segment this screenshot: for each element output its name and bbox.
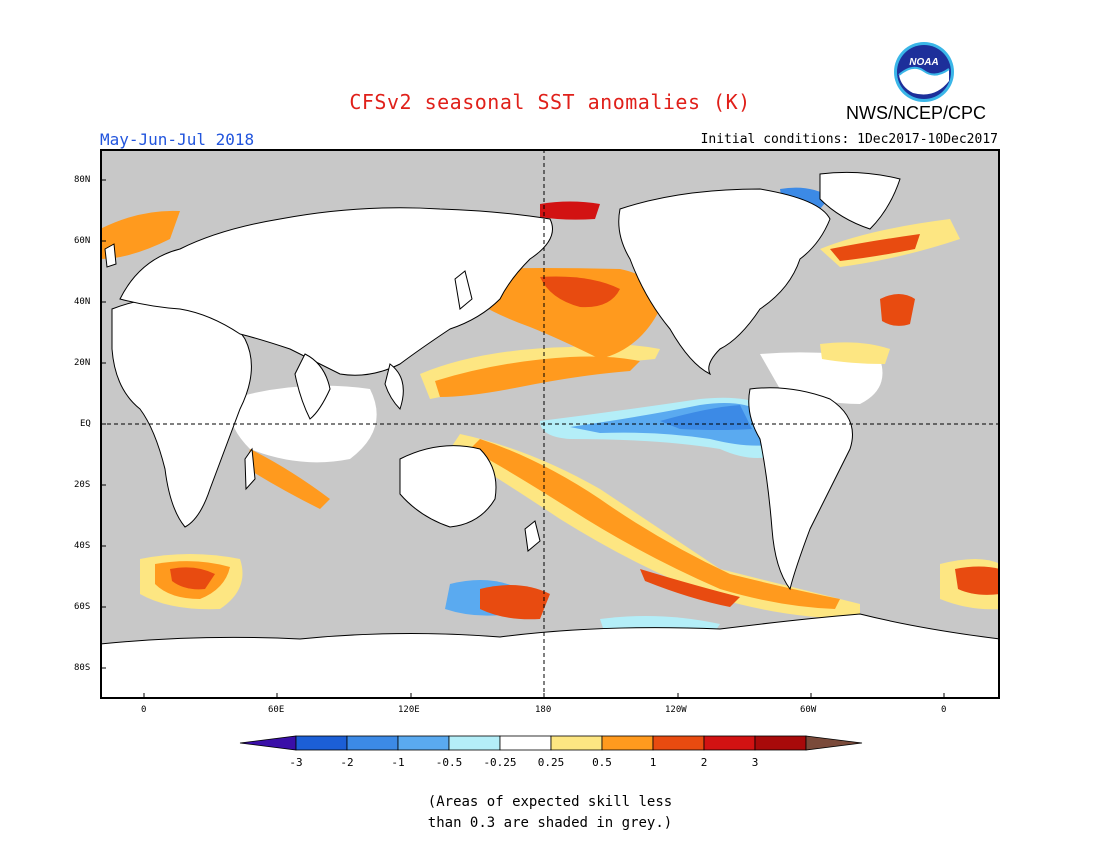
forecast-period: May-Jun-Jul 2018: [100, 130, 255, 149]
skill-note-line1: (Areas of expected skill less: [427, 794, 673, 810]
agency-label: NWS/NCEP/CPC: [846, 103, 987, 123]
lat-label: EQ: [80, 419, 91, 429]
colorbar-tick-label: 1: [650, 756, 657, 769]
colorbar-cell: [754, 735, 807, 751]
colorbar-tick-label: 0.5: [592, 756, 612, 769]
colorbar-arrow-high: [805, 735, 863, 751]
colorbar-cell: [295, 735, 348, 751]
colorbar-tick-label: 0.25: [538, 756, 565, 769]
noaa-logo: NOAA: [894, 42, 954, 102]
colorbar-labels: -3 -2 -1 -0.5 -0.25 0.25 0.5 1 2 3: [289, 756, 758, 769]
initial-conditions: Initial conditions: 1Dec2017-10Dec2017: [700, 132, 998, 147]
lat-label: 80N: [74, 175, 91, 185]
continents: [100, 171, 1000, 699]
colorbar-cell: [346, 735, 399, 751]
colorbar-arrow-low: [239, 735, 297, 751]
lon-label: 180: [535, 705, 552, 715]
colorbar-tick-label: -0.5: [436, 756, 463, 769]
lat-label: 20N: [74, 358, 91, 368]
lat-label: 60N: [74, 236, 91, 246]
lat-label: 60S: [74, 602, 91, 612]
lat-label: 40S: [74, 541, 91, 551]
colorbar-tick-label: -2: [340, 756, 353, 769]
colorbar-tick-label: -1: [391, 756, 404, 769]
lon-label: 60W: [800, 705, 817, 715]
anomaly-patches: [100, 187, 1000, 640]
colorbar-cell: [652, 735, 705, 751]
colorbar-cell: [550, 735, 603, 751]
skill-note-line2: than 0.3 are shaded in grey.): [427, 815, 673, 831]
lat-label: 40N: [74, 297, 91, 307]
colorbar-cell: [397, 735, 450, 751]
sst-anomaly-map: [100, 149, 1000, 699]
chart-title: CFSv2 seasonal SST anomalies (K): [349, 90, 751, 114]
lon-label: 120E: [398, 705, 420, 715]
lon-label: 0: [941, 705, 947, 715]
colorbar-cell: [499, 735, 552, 751]
lat-label: 20S: [74, 480, 91, 490]
logo-text: NOAA: [909, 57, 938, 68]
colorbar-cells: [239, 735, 863, 751]
colorbar-tick-label: 3: [752, 756, 759, 769]
colorbar-tick-label: -0.25: [483, 756, 516, 769]
lat-label: 80S: [74, 663, 91, 673]
colorbar-tick-label: 2: [701, 756, 708, 769]
colorbar-cell: [601, 735, 654, 751]
anomaly-colorbar: -3 -2 -1 -0.5 -0.25 0.25 0.5 1 2 3: [239, 735, 863, 769]
colorbar-tick-label: -3: [289, 756, 302, 769]
lon-label: 0: [141, 705, 147, 715]
tick-marks: [100, 179, 945, 699]
colorbar-cell: [703, 735, 756, 751]
colorbar-cell: [448, 735, 501, 751]
skill-note: (Areas of expected skill less than 0.3 a…: [0, 792, 1100, 834]
lon-label: 60E: [268, 705, 285, 715]
lon-label: 120W: [665, 705, 687, 715]
